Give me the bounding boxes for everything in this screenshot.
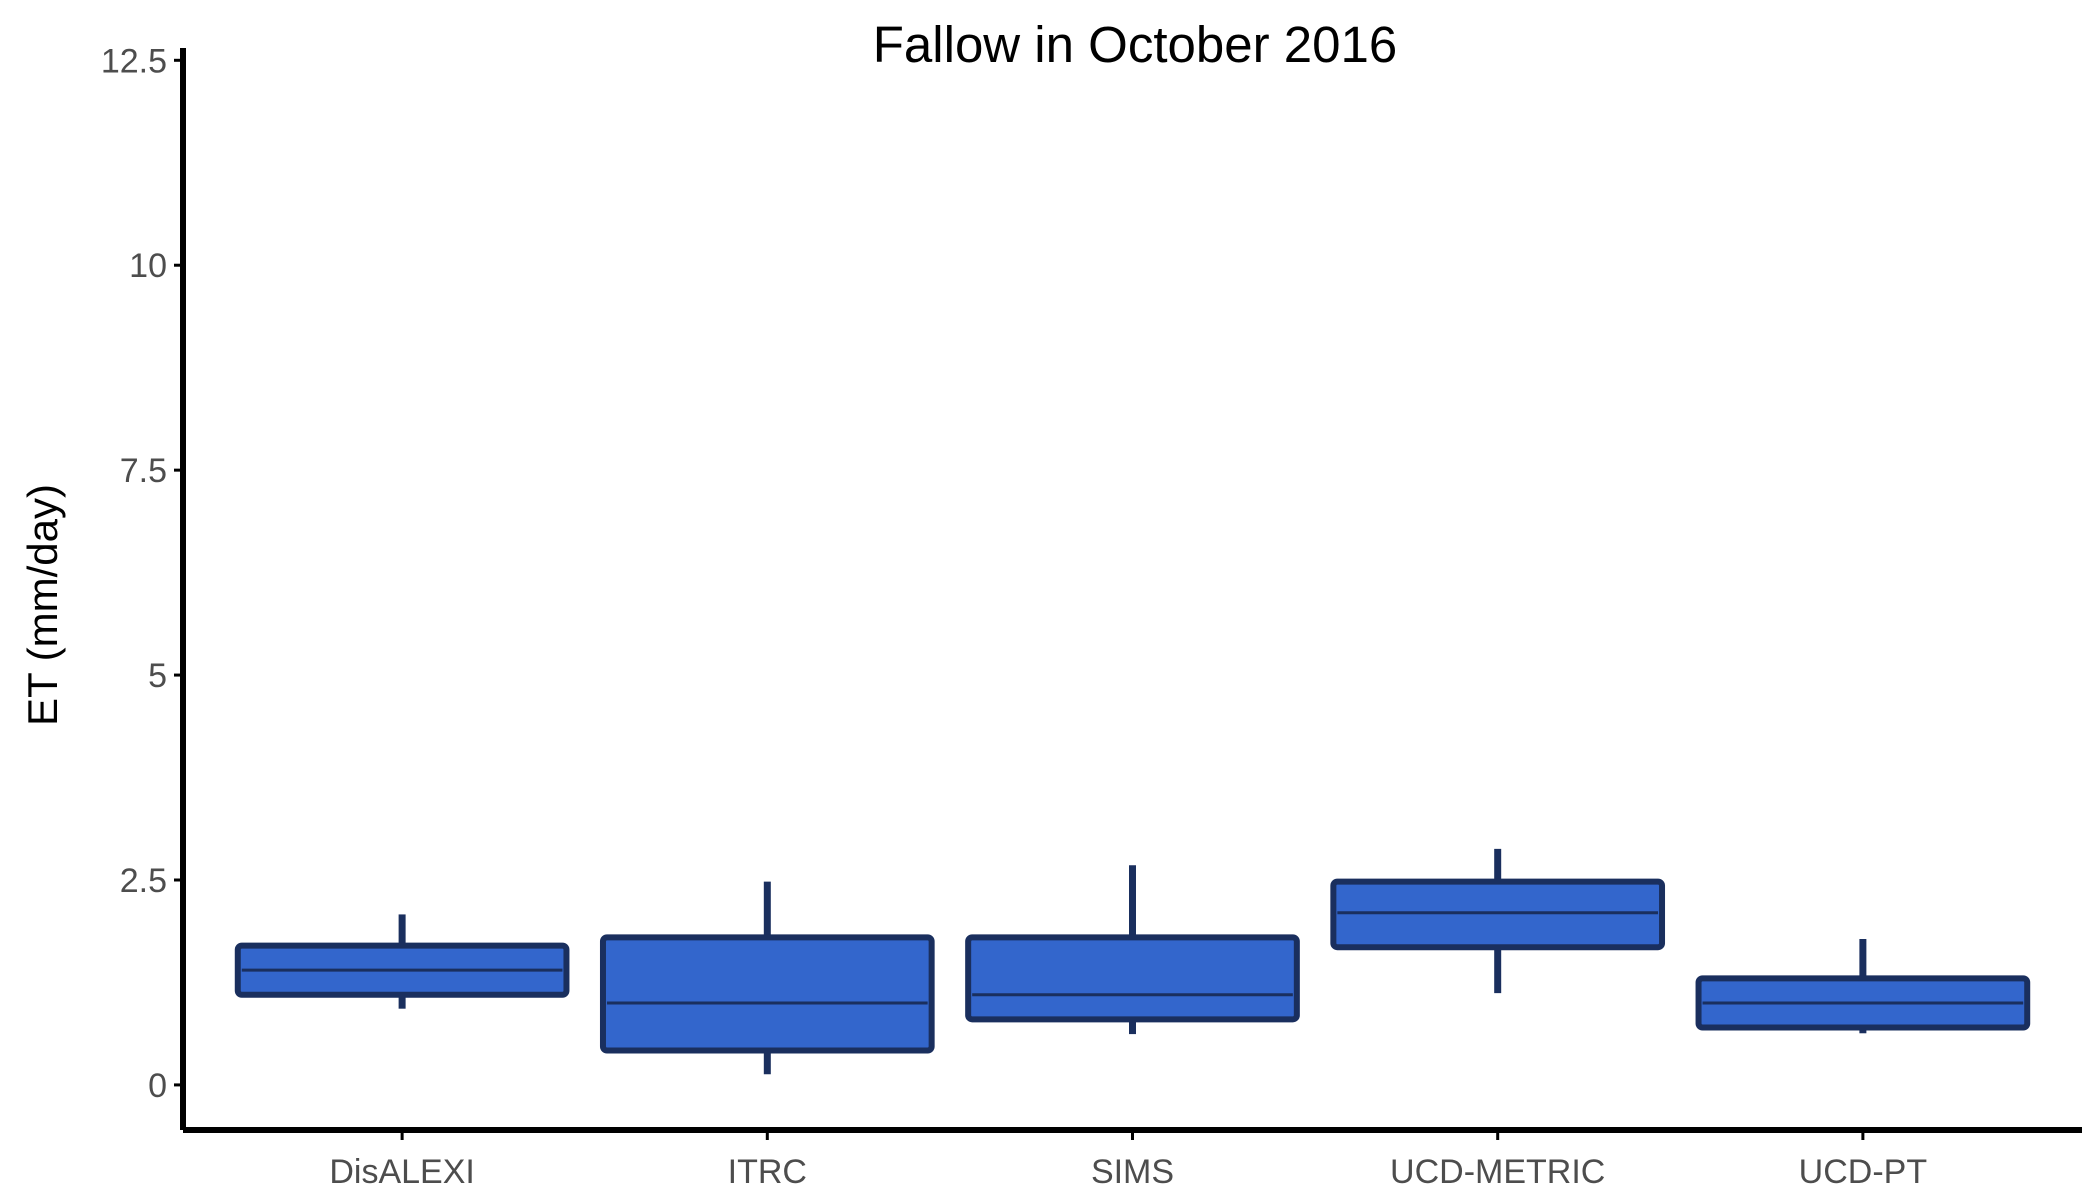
box-ucd-metric [1330,848,1666,994]
box-itrc [599,881,935,1075]
box-sims [965,865,1300,1035]
box-body [965,934,1300,1023]
x-tick-label: SIMS [1091,1153,1174,1191]
plot-area [234,848,2031,1075]
x-tick-label: DisALEXI [329,1153,475,1191]
y-tick-label: 10 [129,247,167,285]
box-body [599,934,935,1054]
x-tick-label: ITRC [728,1153,807,1191]
box-body [1330,878,1666,951]
y-tick-label: 0 [148,1067,167,1105]
x-axis-ticks: DisALEXI ITRC SIMS UCD-METRIC UCD-PT [329,1130,1927,1191]
y-tick-label: 7.5 [120,452,167,490]
y-axis-ticks: 0 2.5 5 7.5 10 12.5 [101,42,183,1105]
y-tick-label: 5 [148,657,167,695]
y-tick-label: 12.5 [101,42,167,80]
y-tick-label: 2.5 [120,862,167,900]
x-tick-label: UCD-PT [1799,1153,1927,1191]
x-tick-label: UCD-METRIC [1390,1153,1605,1191]
box-disalexi [234,914,570,1009]
box-ucd-pt [1695,939,2031,1034]
chart-title: Fallow in October 2016 [873,16,1397,73]
y-axis-label: ET (mm/day) [19,484,66,726]
